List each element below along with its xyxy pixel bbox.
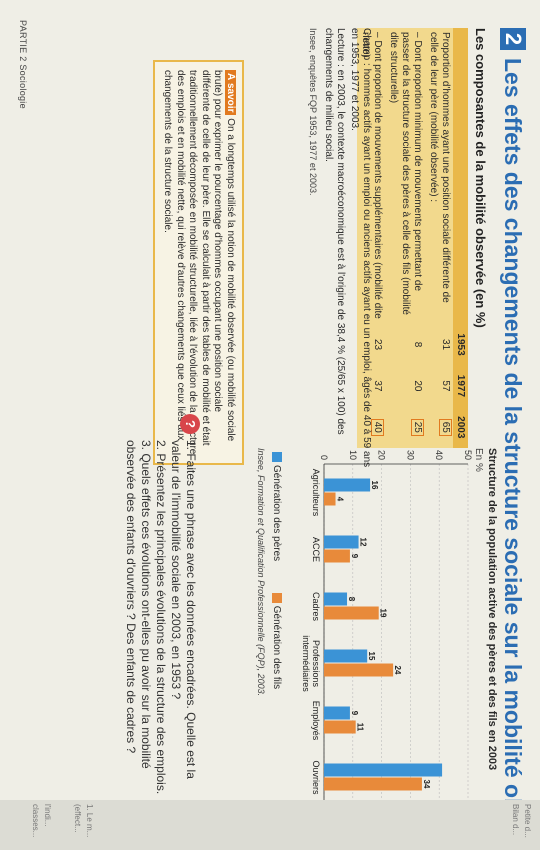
- a-savoir-box: À savoir On a longtemps utilisé la notio…: [153, 60, 244, 465]
- bar-fathers: [323, 535, 359, 549]
- table-note-champ: Champ : hommes actifs ayant un emploi ou…: [349, 28, 372, 468]
- a-savoir-text: On a longtemps utilisé la notion de mobi…: [162, 70, 237, 455]
- x-tick-label: ACCE: [311, 537, 321, 562]
- x-tick-label: Employés: [311, 701, 321, 741]
- question-item: 3. Quels effets ces évolutions ont-elles…: [124, 440, 153, 769]
- question-item: 2. Présentez les principales évolutions …: [154, 440, 168, 795]
- section-number: 2: [500, 28, 526, 50]
- bar-sons: [324, 492, 336, 506]
- table-cell-highlighted: 40: [371, 418, 384, 436]
- legend-swatch-fathers: [271, 452, 282, 462]
- data-label: 9: [350, 554, 359, 559]
- table-col-1977: 1977: [453, 365, 468, 407]
- table-row: Proportion d'hommes ayant une position s…: [425, 28, 453, 448]
- table-cell-highlighted: 65: [439, 418, 452, 436]
- x-tick-label: Cadres: [311, 592, 321, 622]
- bar-fathers: [323, 649, 368, 663]
- table-note-lecture: Lecture : en 2003, le contexte macroécon…: [323, 28, 346, 435]
- chart-title: Structure de la population active des pè…: [486, 448, 498, 771]
- question-item: 1. Faites une phrase avec les données en…: [169, 440, 198, 779]
- y-tick-label: 50: [463, 450, 473, 460]
- mobility-table: 1953 1977 2003 Proportion d'hommes ayant…: [357, 28, 468, 448]
- document-title: Les composantes de la mobilité observée …: [473, 28, 488, 328]
- data-label: 11: [356, 723, 365, 732]
- edge-note: l'indi...: [43, 804, 52, 827]
- table-header-row: 1953 1977 2003: [453, 28, 468, 448]
- next-page-edge: Petite d... Bilan d... 1. Le m... (effec…: [0, 800, 540, 850]
- table-row-label: – Dont proportion minimum de mouvements …: [388, 32, 423, 315]
- legend-swatch-sons: [271, 592, 282, 603]
- edge-note: classes...: [31, 804, 40, 838]
- bar-chart: 0 10 20 30 40 50 16 4 Agriculteurs 12 9 ACCE 8 19 Cadr…: [301, 450, 473, 806]
- question-icon: ?: [180, 414, 200, 434]
- chart-legend: Génération des pères Génération des fils: [271, 452, 282, 689]
- a-savoir-heading: À savoir: [225, 70, 236, 116]
- bar-sons: [324, 777, 422, 791]
- chart-unit: En %: [473, 448, 484, 472]
- y-tick-label: 40: [434, 450, 444, 460]
- bar-fathers: [323, 763, 443, 777]
- table-col-1953: 1953: [453, 323, 468, 366]
- data-label: 8: [347, 597, 356, 602]
- edge-note: 1. Le m...: [85, 804, 94, 838]
- table-source: Insee, enquêtes FQP 1953, 1977 et 2003.: [308, 28, 318, 196]
- table-cell: 20: [412, 380, 423, 392]
- data-label: 9: [350, 711, 359, 716]
- edge-note: Bilan d...: [511, 804, 520, 836]
- bar-fathers: [324, 478, 371, 492]
- bar-fathers: [323, 706, 350, 720]
- data-label: 16: [370, 481, 379, 490]
- data-label: 4: [336, 497, 345, 502]
- y-tick-label: 0: [319, 455, 329, 460]
- page-footer: PARTIE 2 Sociologie: [18, 20, 28, 109]
- y-tick-label: 10: [348, 450, 358, 460]
- bar-sons: [324, 663, 394, 677]
- bar-sons: [324, 720, 356, 734]
- x-tick-label: intermédiaires: [301, 635, 311, 692]
- data-label: 34: [422, 780, 431, 789]
- x-tick-label: Agriculteurs: [311, 469, 321, 517]
- x-tick-label: Professions: [311, 640, 321, 688]
- data-label: 19: [379, 609, 388, 618]
- table-corner: [453, 28, 468, 324]
- data-label: 15: [367, 652, 376, 661]
- table-cell: 8: [412, 341, 423, 348]
- table-cell-highlighted: 25: [411, 418, 424, 436]
- question-list: 1. Faites une phrase avec les données en…: [123, 440, 198, 800]
- bar-fathers: [324, 592, 348, 606]
- data-label: 24: [393, 666, 402, 675]
- table-cell: 57: [440, 380, 451, 392]
- edge-note: Petite d...: [523, 804, 532, 838]
- x-tick-label: Ouvriers: [311, 760, 321, 795]
- y-tick-label: 30: [405, 450, 415, 460]
- legend-label-fathers: Génération des pères: [271, 465, 282, 562]
- data-label: 12: [359, 538, 368, 547]
- table-row-label: Proportion d'hommes ayant une position s…: [428, 32, 451, 303]
- chart-source: Insee, Formation et Qualification Profes…: [256, 448, 266, 697]
- bar-sons: [324, 606, 379, 620]
- edge-note: (effect...: [73, 804, 82, 833]
- legend-label-sons: Génération des fils: [271, 605, 282, 690]
- y-tick-label: 20: [377, 450, 387, 460]
- section-title: Les effets des changements de la structu…: [500, 58, 526, 850]
- table-row: – Dont proportion minimum de mouvements …: [385, 28, 425, 448]
- table-cell: 31: [440, 338, 451, 351]
- bar-sons: [323, 549, 350, 563]
